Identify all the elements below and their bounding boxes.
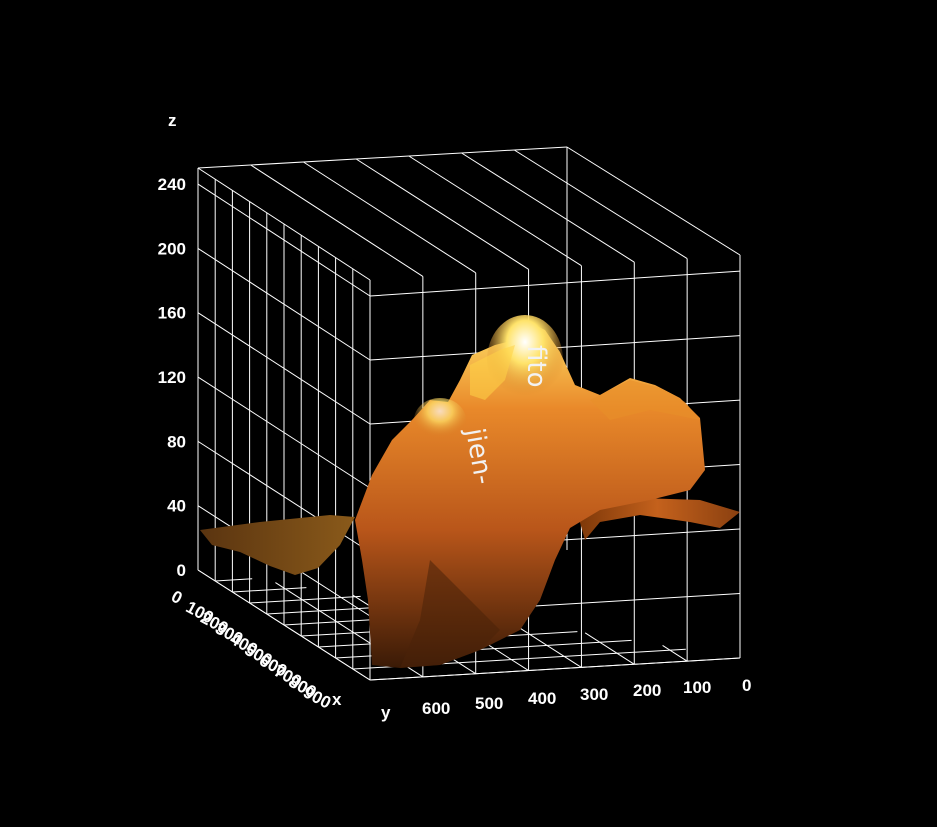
- surface-front-fold: [400, 560, 500, 668]
- floor-gridline: [249, 595, 361, 604]
- surface-second-peak-highlight: [414, 398, 466, 442]
- z-tick-label: 40: [167, 497, 186, 516]
- floor-gridline: [215, 578, 253, 582]
- top-gridline: [514, 149, 688, 259]
- y-tick-label: 600: [422, 699, 450, 718]
- z-tick-label: 200: [158, 239, 186, 258]
- y-axis-ticks: 600 500 400 300 200 100 0: [422, 676, 751, 718]
- z-tick-label: 160: [158, 304, 186, 323]
- x-tick-label: 0: [168, 587, 185, 608]
- z-axis-label: z: [168, 111, 177, 130]
- floor-gridline: [662, 645, 688, 662]
- y-tick-label: 400: [528, 689, 556, 708]
- surface-ridge-highlight: [470, 345, 515, 400]
- z-gridline: [369, 270, 741, 297]
- axis-box-edge: [197, 146, 568, 169]
- y-tick-label: 200: [633, 681, 661, 700]
- y-axis-label: y: [381, 703, 391, 722]
- top-gridline: [250, 164, 424, 277]
- y-tick-label: 300: [580, 685, 608, 704]
- surface-mesh: fito jien-: [200, 315, 740, 668]
- axis-box-edge: [566, 146, 741, 256]
- z-tick-label: 120: [158, 368, 186, 387]
- x-axis-label: x: [332, 690, 342, 709]
- z-tick-label: 240: [158, 175, 186, 194]
- top-gridline: [408, 155, 582, 267]
- z-tick-label: 80: [167, 432, 186, 451]
- floor-gridline: [232, 587, 307, 593]
- surface-right-plateau: [575, 498, 740, 540]
- y-tick-label: 500: [475, 694, 503, 713]
- y-tick-label: 0: [742, 676, 751, 695]
- surface-texture-text-1: fito: [521, 345, 551, 387]
- y-tick-label: 100: [683, 678, 711, 697]
- z-axis-ticks: 0 40 80 120 160 200 240: [158, 175, 186, 580]
- surface-right-ridge: [590, 380, 700, 420]
- floor-gridline: [584, 632, 635, 665]
- surface-peak-highlight: [487, 315, 563, 405]
- z-tick-label: 0: [177, 561, 186, 580]
- top-gridline: [461, 152, 635, 263]
- z-gridline: [369, 657, 741, 681]
- top-gridline: [355, 158, 529, 270]
- top-gridline: [303, 161, 476, 274]
- surface-left-plateau: [200, 515, 355, 575]
